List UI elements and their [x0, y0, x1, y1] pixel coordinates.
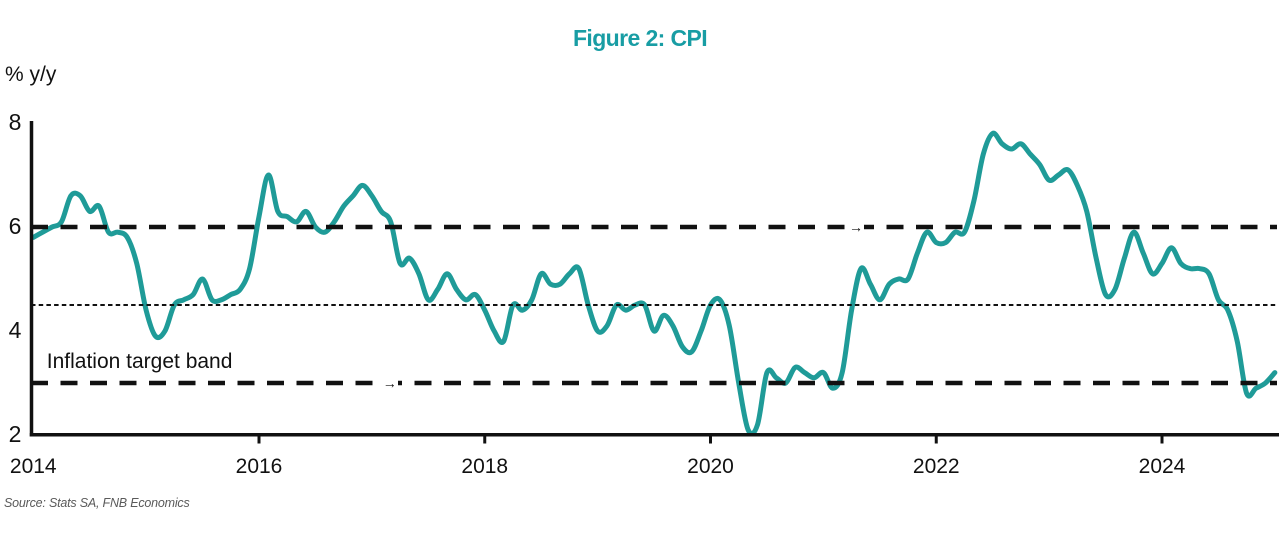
- x-tick-label: 2022: [912, 455, 960, 478]
- y-tick-label: 4: [8, 317, 22, 343]
- right-arrow-icon: →: [847, 219, 864, 235]
- source-note: Source: Stats SA, FNB Economics: [4, 496, 190, 510]
- x-tick-label: 2018: [461, 455, 509, 478]
- x-tick-label: 2024: [1138, 455, 1186, 478]
- chart-axes: [29, 121, 1279, 444]
- inflation-target-band-label: Inflation target band: [46, 350, 233, 374]
- chart-title: Figure 2: CPI: [572, 25, 708, 51]
- x-tick-label: 2020: [687, 455, 734, 478]
- x-tick-label: 2014: [9, 455, 57, 478]
- y-tick-label: 6: [8, 213, 22, 239]
- x-tick-label: 2016: [235, 455, 283, 478]
- y-axis-unit-label: % y/y: [5, 63, 57, 86]
- y-tick-label: 2: [8, 421, 22, 447]
- y-tick-label: 8: [8, 109, 22, 135]
- inflation-target-band-lines: [31, 224, 1277, 386]
- right-arrow-icon: →: [381, 375, 398, 391]
- cpi-series-line: [30, 130, 1278, 437]
